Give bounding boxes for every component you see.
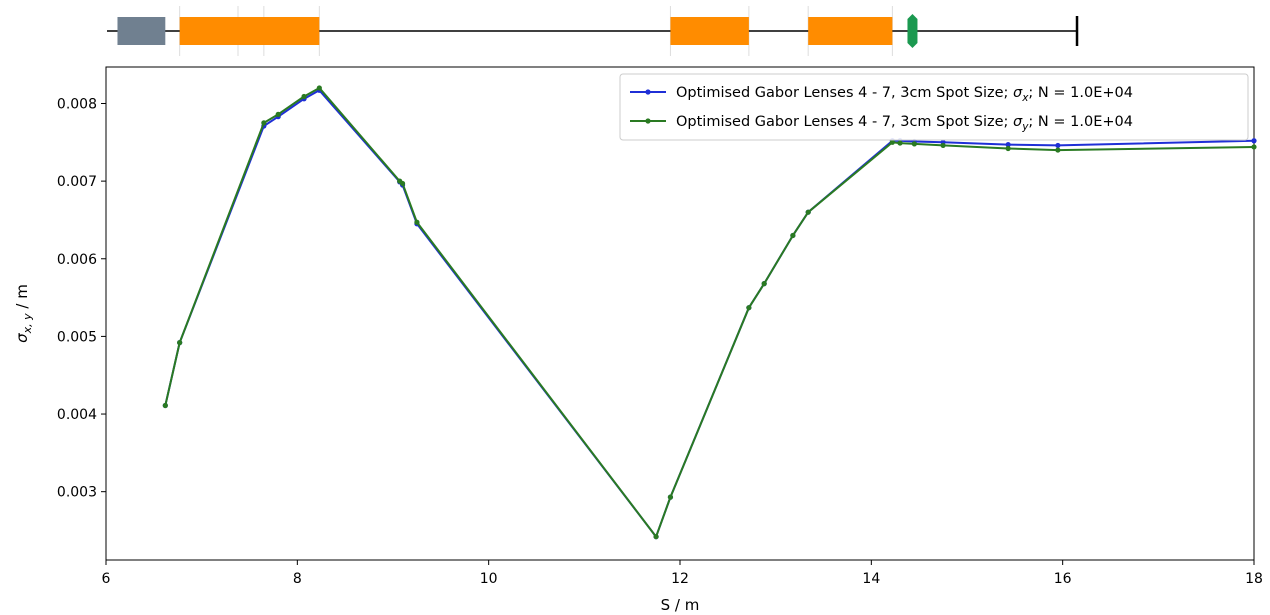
x-axis-ticks: 6 8 10 12 14 16 18 (102, 560, 1263, 587)
data-point (653, 534, 659, 540)
data-point (1005, 145, 1011, 152)
data-point (889, 139, 895, 145)
data-point (940, 142, 946, 149)
data-point (301, 93, 307, 100)
beamline-marker (907, 14, 918, 48)
y-axis-label: σx, y / m (13, 284, 34, 343)
x-tick-label: 12 (671, 571, 689, 587)
data-point (805, 209, 811, 215)
gabor-lens-block (238, 17, 320, 45)
legend-text-suffix: ; N = 1.0E+04 (1028, 114, 1133, 130)
legend-marker (645, 89, 651, 95)
x-tick-label: 10 (480, 571, 498, 587)
data-point (399, 180, 406, 187)
data-point (414, 219, 420, 225)
legend-marker (645, 118, 651, 124)
legend-text-prefix: Optimised Gabor Lenses 4 - 7, 3cm Spot S… (676, 85, 1013, 101)
y-axis-label-unit: / m (13, 284, 31, 313)
y-tick-label: 0.003 (57, 485, 97, 501)
legend-entry: Optimised Gabor Lenses 4 - 7, 3cm Spot S… (676, 85, 1133, 104)
y-tick-label: 0.004 (57, 407, 97, 423)
x-tick-label: 14 (862, 571, 880, 587)
y-axis-label-subscript: x, y (21, 313, 34, 335)
legend-box (619, 73, 1249, 141)
legend-text-suffix: ; N = 1.0E+04 (1028, 85, 1133, 101)
plot-frame (105, 66, 1255, 561)
drift-block (117, 17, 166, 45)
legend: Optimised Gabor Lenses 4 - 7, 3cm Spot S… (619, 73, 1249, 141)
data-point (1251, 138, 1257, 144)
x-tick-label: 18 (1245, 571, 1263, 587)
data-point (667, 494, 674, 500)
y-tick-label: 0.007 (57, 174, 97, 190)
series-line-sigma-x (164, 89, 1255, 538)
legend-entry: Optimised Gabor Lenses 4 - 7, 3cm Spot S… (676, 114, 1133, 133)
data-point (746, 305, 752, 311)
legend-text-prefix: Optimised Gabor Lenses 4 - 7, 3cm Spot S… (676, 114, 1013, 130)
gabor-lens-block (670, 17, 749, 45)
series-layer (162, 85, 1257, 540)
x-tick-label: 6 (102, 571, 111, 587)
data-point (316, 85, 322, 91)
x-tick-label: 8 (293, 571, 302, 587)
x-tick-label: 16 (1054, 571, 1072, 587)
y-axis-ticks: 0.003 0.004 0.005 0.006 0.007 0.008 (57, 96, 106, 501)
data-point (1251, 144, 1257, 150)
y-axis-label-symbol: σ (13, 333, 31, 343)
data-point (162, 402, 168, 409)
plot-axes: 6 8 10 12 14 16 18 0.0030.0040.0050.0060.0070.… (57, 66, 1263, 587)
gabor-lens-block (808, 17, 893, 45)
beamline-schematic (107, 6, 1079, 56)
x-axis-label: S / m (661, 596, 700, 614)
legend-text-symbol: σ (1013, 85, 1023, 101)
y-tick-label: 0.006 (57, 252, 97, 268)
y-tick-label: 0.008 (57, 96, 97, 112)
y-tick-label: 0.005 (57, 329, 97, 345)
data-point (1005, 142, 1011, 148)
data-point (1055, 147, 1061, 153)
data-point (275, 111, 281, 117)
data-point (897, 140, 903, 146)
data-point (790, 232, 796, 239)
data-point (261, 120, 267, 126)
legend-text-subscript: y (1021, 121, 1029, 133)
legend-text-subscript: x (1021, 92, 1029, 104)
data-point (761, 281, 767, 287)
data-point (911, 141, 917, 147)
series-line-sigma-y (164, 86, 1255, 538)
legend-text-symbol: σ (1013, 114, 1023, 130)
data-point (177, 340, 183, 346)
data-point (1055, 142, 1061, 149)
